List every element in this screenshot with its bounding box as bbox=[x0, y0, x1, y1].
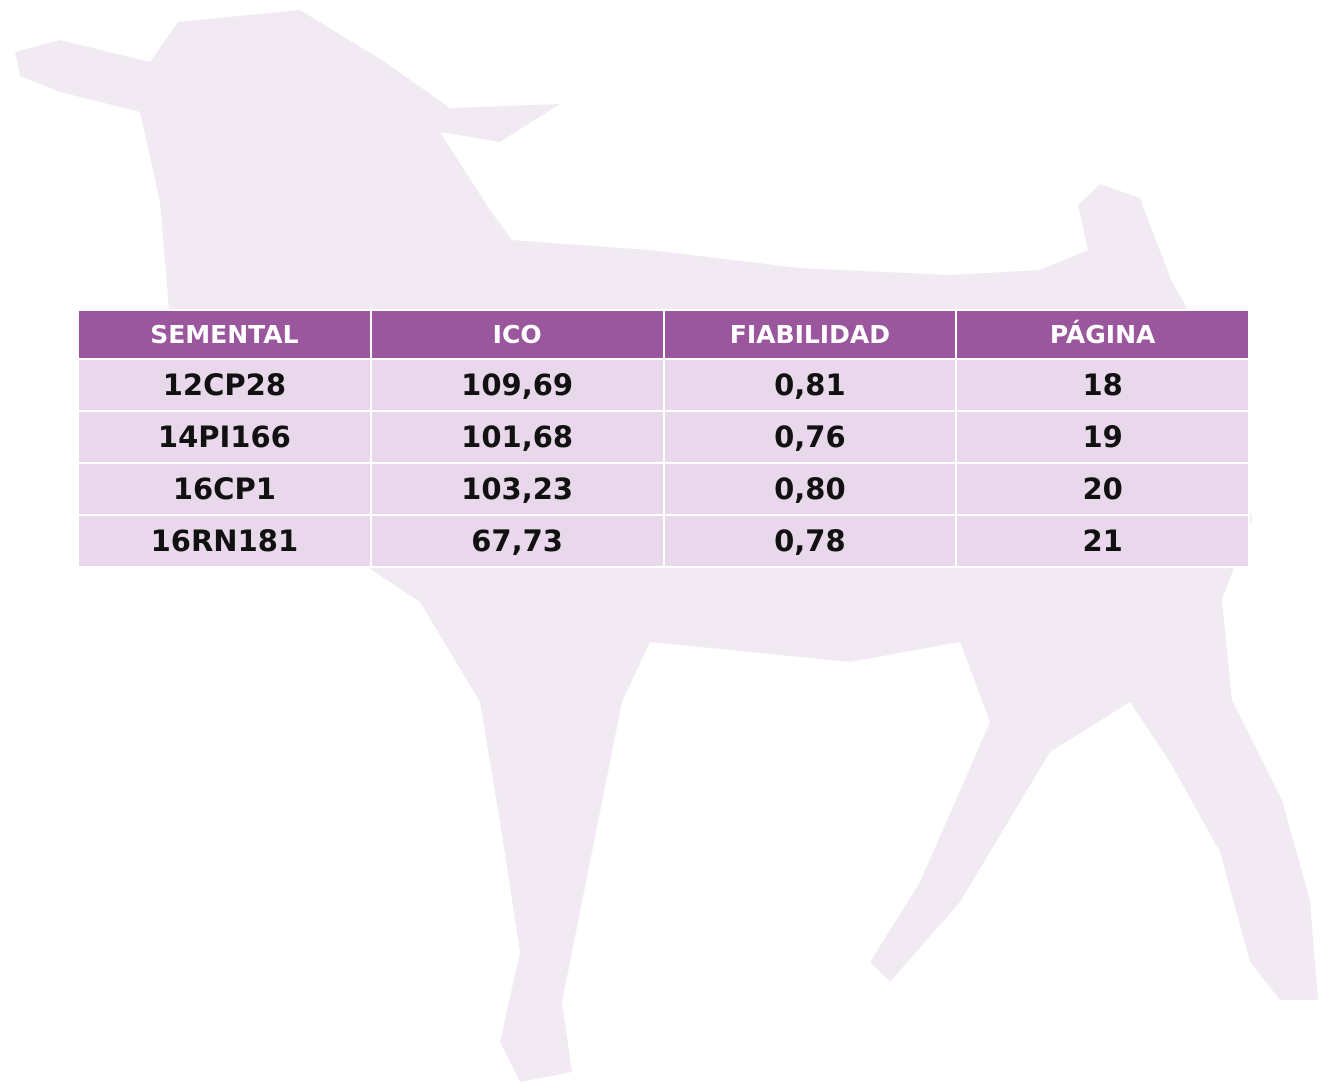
table-cell: 18 bbox=[955, 358, 1250, 412]
header-cell: ICO bbox=[369, 309, 665, 360]
table-cell: 12CP28 bbox=[77, 358, 372, 412]
table-cell: 0,76 bbox=[662, 410, 958, 464]
table-cell: 109,69 bbox=[369, 358, 665, 412]
header-cell: SEMENTAL bbox=[77, 309, 372, 360]
table-row: 12CP28 109,69 0,81 18 bbox=[77, 358, 1250, 412]
table-row: 14PI166 101,68 0,76 19 bbox=[77, 410, 1250, 464]
table-body: 12CP28 109,69 0,81 18 14PI166 101,68 0,76 19 16C… bbox=[77, 358, 1250, 568]
table-cell: 0,81 bbox=[662, 358, 958, 412]
table-cell: 103,23 bbox=[369, 462, 665, 516]
header-row: SEMENTAL ICO FIABILIDAD PÁGINA bbox=[77, 309, 1250, 360]
table-cell: 14PI166 bbox=[77, 410, 372, 464]
header-cell: PÁGINA bbox=[955, 309, 1250, 360]
table-cell: 0,80 bbox=[662, 462, 958, 516]
table-cell: 20 bbox=[955, 462, 1250, 516]
table-row: 16CP1 103,23 0,80 20 bbox=[77, 462, 1250, 516]
data-table: SEMENTAL ICO FIABILIDAD PÁGINA 12CP28 109,69… bbox=[77, 309, 1250, 568]
header-cell: FIABILIDAD bbox=[662, 309, 958, 360]
table-cell: 19 bbox=[955, 410, 1250, 464]
table-cell: 101,68 bbox=[369, 410, 665, 464]
table-row: 16RN181 67,73 0,78 21 bbox=[77, 514, 1250, 568]
table-cell: 16CP1 bbox=[77, 462, 372, 516]
table-cell: 21 bbox=[955, 514, 1250, 568]
table-cell: 67,73 bbox=[369, 514, 665, 568]
table-cell: 0,78 bbox=[662, 514, 958, 568]
table-cell: 16RN181 bbox=[77, 514, 372, 568]
